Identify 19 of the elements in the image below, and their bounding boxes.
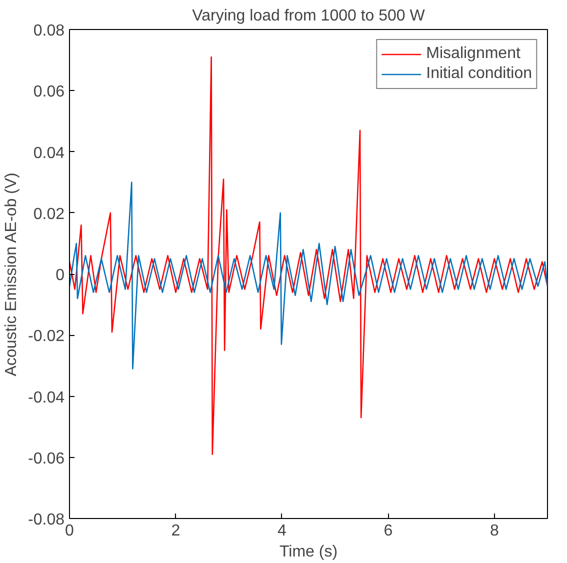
y-tick-label: 0.04 bbox=[33, 144, 65, 162]
y-tick-label: 0.02 bbox=[33, 206, 65, 223]
y-tick-label: 0 bbox=[56, 267, 65, 284]
y-tick-label: 0.08 bbox=[33, 22, 65, 40]
x-tick-label: 8 bbox=[490, 522, 499, 540]
x-tick-label: 4 bbox=[277, 522, 286, 540]
x-tick-label: 6 bbox=[384, 522, 393, 540]
y-tick-label: 0.06 bbox=[33, 84, 65, 101]
y-axis-title: Acoustic Emission AE-ob (V) bbox=[3, 172, 20, 376]
chart-title: Varying load from 1000 to 500 W bbox=[192, 8, 426, 24]
y-tick-label: -0.02 bbox=[28, 328, 65, 346]
line-series bbox=[70, 182, 548, 370]
legend-label: Initial condition bbox=[426, 65, 532, 83]
y-tick-label: -0.08 bbox=[28, 512, 65, 528]
x-axis-title: Time (s) bbox=[279, 544, 338, 560]
y-tick-label: -0.06 bbox=[28, 450, 65, 468]
y-tick-label: -0.04 bbox=[28, 389, 65, 406]
legend-label: Misalignment bbox=[426, 45, 520, 63]
x-tick-label: 2 bbox=[171, 522, 180, 540]
